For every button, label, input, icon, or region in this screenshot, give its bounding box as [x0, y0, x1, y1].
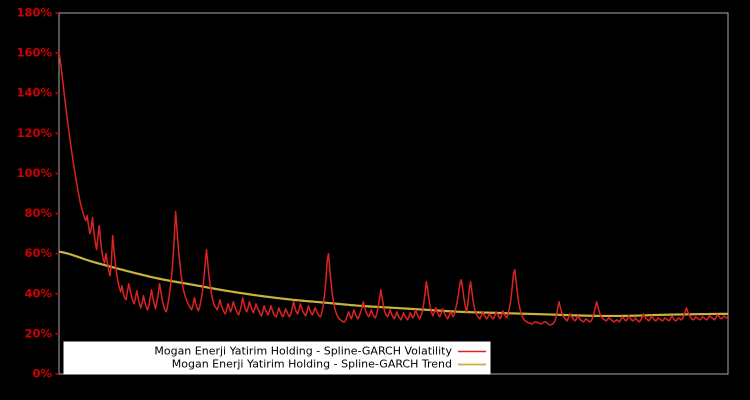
y-axis-tick-label: 180%: [16, 6, 52, 20]
y-axis-tick-label: 0%: [32, 367, 52, 381]
legend-label-trend: Mogan Enerji Yatirim Holding - Spline-GA…: [172, 358, 452, 371]
chart-legend: Mogan Enerji Yatirim Holding - Spline-GA…: [63, 341, 491, 375]
legend-label-volatility: Mogan Enerji Yatirim Holding - Spline-GA…: [154, 345, 452, 358]
spline-garch-volatility-line: [59, 51, 728, 326]
y-axis-tick-marks: [55, 12, 59, 375]
legend-background: [63, 341, 491, 375]
y-axis-tick-label: 120%: [16, 126, 52, 140]
y-axis-tick-label: 80%: [24, 206, 52, 220]
y-axis-tick-label: 20%: [24, 326, 52, 340]
y-axis-tick-label: 140%: [16, 86, 52, 100]
y-axis-tick-label: 160%: [16, 46, 52, 60]
y-axis-tick-label: 60%: [24, 246, 52, 260]
y-axis-tick-label: 40%: [24, 286, 52, 300]
y-axis-tick-labels: 180% 160% 140% 120% 100% 80% 60% 40% 20% 0%: [16, 6, 52, 381]
y-axis-tick-label: 100%: [16, 166, 52, 180]
